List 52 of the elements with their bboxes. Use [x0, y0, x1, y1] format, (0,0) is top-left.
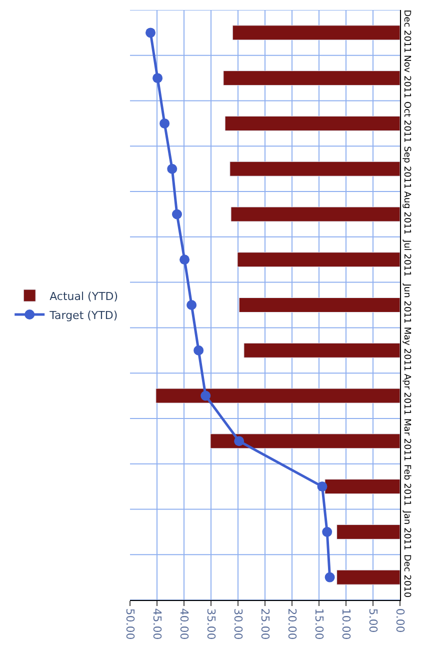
- y-tick-label: Sep 2011: [402, 146, 412, 189]
- point: [160, 118, 170, 128]
- point: [167, 164, 178, 174]
- y-tick-label: Mar 2011: [402, 418, 412, 462]
- y-tick-label: Oct 2011: [402, 101, 412, 143]
- point: [146, 28, 156, 38]
- x-tick-label: 20.00: [285, 608, 298, 640]
- x-tick-label: 25.00: [258, 608, 272, 640]
- bar: [210, 434, 400, 449]
- y-tick-label: Jan 2011: [402, 510, 412, 550]
- point: [194, 345, 204, 356]
- bar: [156, 388, 400, 404]
- point: [172, 209, 182, 220]
- bar: [230, 161, 400, 176]
- bar: [324, 479, 400, 494]
- x-tick-label: 30.00: [231, 608, 244, 640]
- bar: [238, 297, 400, 313]
- x-tick-label: 0.00: [393, 608, 406, 633]
- bar: [232, 25, 400, 40]
- legend-label: Target (YTD): [48, 308, 118, 322]
- point: [180, 254, 190, 265]
- bar: [336, 524, 400, 540]
- x-tick-label: 35.00: [204, 608, 218, 640]
- bar: [230, 206, 400, 222]
- bar: [336, 570, 400, 585]
- y-tick-label: Nov 2011: [402, 55, 412, 98]
- point: [324, 572, 335, 582]
- bar: [244, 342, 400, 358]
- bar: [224, 116, 400, 131]
- y-tick-label: Dec 2010: [402, 554, 412, 598]
- point: [234, 436, 244, 446]
- y-tick-label: Jul 2011: [402, 238, 412, 277]
- point: [317, 482, 328, 492]
- x-tick-label: 5.00: [366, 608, 380, 633]
- y-tick-label: Aug 2011: [402, 191, 412, 235]
- point: [186, 300, 197, 310]
- y-tick-label: Feb 2011: [402, 464, 412, 506]
- x-tick-label: 45.00: [150, 608, 164, 640]
- x-tick-label: 10.00: [339, 608, 352, 640]
- bar: [237, 252, 400, 268]
- y-tick-label: Apr 2011: [402, 374, 412, 416]
- x-tick-label: 50.00: [123, 608, 136, 640]
- y-tick-label: Dec 2011: [402, 10, 412, 53]
- x-tick-label: 15.00: [312, 608, 326, 640]
- x-tick-label: 40.00: [177, 608, 190, 640]
- y-tick-label: Jun 2011: [402, 282, 412, 324]
- bar: [223, 70, 400, 86]
- point: [322, 526, 332, 537]
- point: [152, 73, 163, 84]
- y-tick-label: May 2011: [402, 326, 412, 372]
- point: [200, 390, 211, 401]
- legend-label: Actual (YTD): [50, 290, 118, 303]
